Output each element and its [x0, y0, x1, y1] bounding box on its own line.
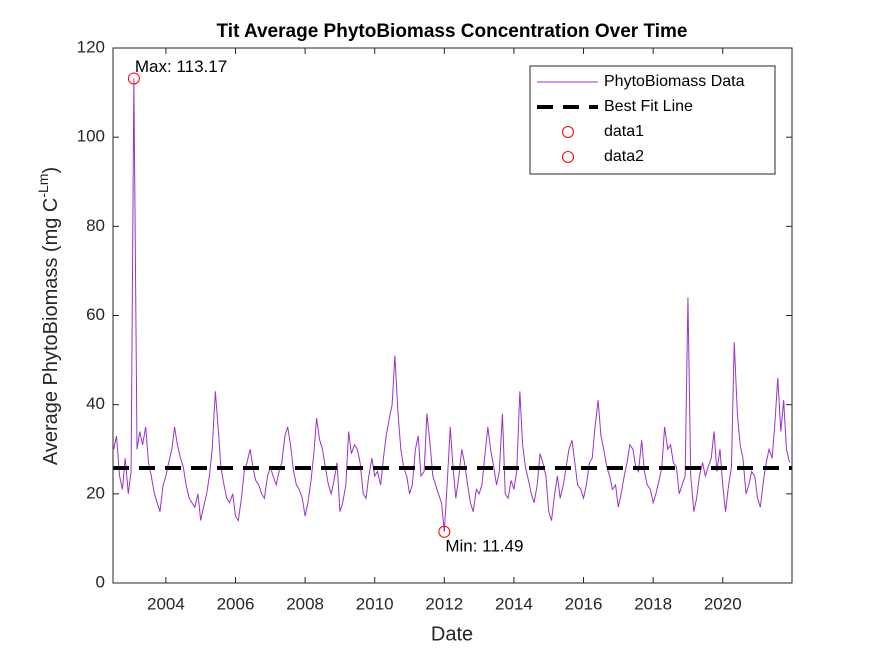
x-tick-label: 2018 [634, 594, 672, 613]
y-label-text: Average PhytoBiomass (mg C [40, 198, 62, 466]
y-label-suffix: ) [40, 167, 62, 174]
x-tick-label: 2020 [704, 594, 742, 613]
y-tick-label: 120 [77, 37, 105, 56]
chart-title: Tit Average PhytoBiomass Concentration O… [217, 21, 688, 42]
y-tick-label: 100 [77, 127, 105, 146]
axes-box [112, 47, 793, 584]
legend-label: PhytoBiomass Data [604, 73, 745, 90]
x-tick-label: 2012 [425, 594, 463, 613]
x-tick-label: 2006 [217, 594, 255, 613]
y-label-superscript: -Lm [35, 174, 51, 198]
annotation: Min: 11.49 [445, 536, 523, 555]
x-tick-label: 2008 [286, 594, 324, 613]
y-tick-label: 80 [86, 216, 105, 235]
x-axis-label: Date [431, 623, 473, 645]
y-tick-label: 60 [86, 305, 105, 324]
y-tick-label: 20 [86, 483, 105, 502]
x-tick-label: 2010 [356, 594, 394, 613]
x-tick-label: 2016 [565, 594, 603, 613]
y-axis-label: Average PhytoBiomass (mg C-Lm) [35, 167, 63, 465]
x-tick-label: 2004 [147, 594, 185, 613]
annotation: Max: 113.17 [135, 57, 227, 76]
legend-label: Best Fit Line [604, 98, 693, 115]
legend-marker [562, 126, 574, 138]
marker [438, 525, 451, 538]
legend-marker [562, 151, 574, 163]
y-tick-label: 40 [86, 394, 105, 413]
data-line [113, 78, 791, 532]
x-tick-label: 2014 [495, 594, 533, 613]
legend-box [529, 65, 776, 175]
legend-label: data1 [604, 123, 644, 140]
legend-label: data2 [604, 148, 644, 165]
marker [127, 72, 140, 85]
y-tick-label: 0 [96, 572, 105, 591]
